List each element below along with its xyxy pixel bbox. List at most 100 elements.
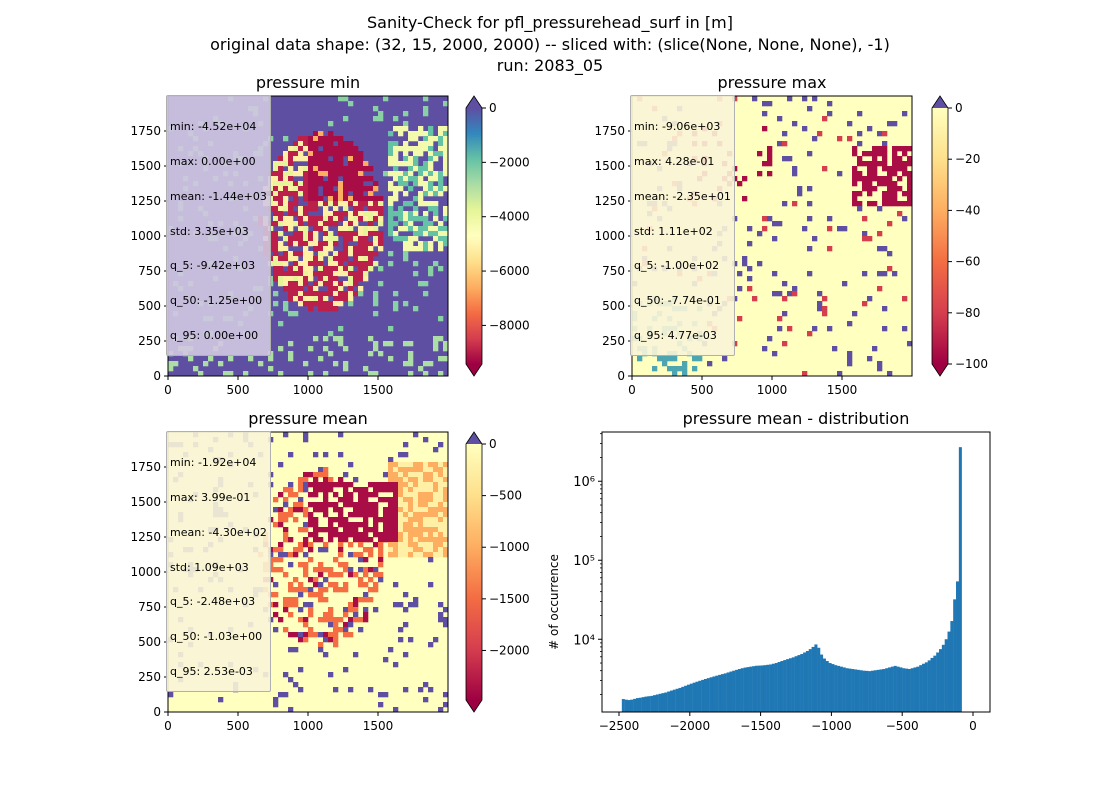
heatmap-cell — [443, 146, 449, 152]
histogram-bar — [638, 697, 642, 712]
heatmap-cell — [672, 366, 678, 372]
heatmap-cell — [348, 572, 354, 578]
heatmap-cell — [428, 482, 434, 488]
heatmap-cell — [872, 346, 878, 352]
heatmap-cell — [782, 311, 788, 317]
heatmap-cell — [318, 256, 324, 262]
heatmap-cell — [857, 141, 863, 147]
heatmap-cell — [303, 166, 309, 172]
heatmap-cell — [358, 617, 364, 623]
heatmap-cell — [348, 301, 354, 307]
heatmap-cell — [348, 632, 354, 638]
heatmap-cell — [398, 181, 404, 187]
heatmap-cell — [363, 572, 369, 578]
heatmap-cell — [348, 151, 354, 157]
heatmap-cell — [747, 266, 753, 272]
heatmap-cell — [413, 597, 419, 603]
heatmap-cell — [398, 472, 404, 478]
heatmap-cell — [308, 517, 314, 523]
heatmap-cell — [363, 201, 369, 207]
heatmap-cell — [438, 602, 444, 608]
colorbar-outline — [465, 95, 483, 377]
heatmap-cell — [408, 166, 414, 172]
heatmap-cell — [313, 156, 319, 162]
heatmap-cell — [313, 131, 319, 137]
heatmap-cell — [363, 261, 369, 267]
heatmap-cell — [408, 497, 414, 503]
heatmap-cell — [348, 266, 354, 272]
histogram-bar — [890, 666, 894, 712]
heatmap-cell — [353, 552, 359, 558]
heatmap-cell — [323, 371, 329, 377]
heatmap-cell — [343, 266, 349, 272]
heatmap-cell — [882, 161, 888, 167]
heatmap-cell — [313, 271, 319, 277]
heatmap-cell — [782, 201, 788, 207]
heatmap-cell — [428, 151, 434, 157]
heatmap-cell — [308, 276, 314, 282]
heatmap-cell — [378, 201, 384, 207]
heatmap-cell — [892, 161, 898, 167]
heatmap-cell — [907, 146, 913, 152]
heatmap-cell — [353, 256, 359, 262]
heatmap-cell — [333, 492, 339, 498]
heatmap-cell — [333, 532, 339, 538]
heatmap-cell — [283, 251, 289, 257]
heatmap-cell — [408, 131, 414, 137]
heatmap-cell — [423, 136, 429, 142]
histogram-bar — [686, 684, 690, 712]
heatmap-cell — [298, 497, 304, 503]
heatmap-cell — [428, 266, 434, 272]
heatmap-cell — [413, 537, 419, 543]
heatmap-cell — [353, 211, 359, 217]
heatmap-cell — [338, 256, 344, 262]
heatmap-cell — [383, 341, 389, 347]
y-tick-label: 750 — [602, 264, 625, 278]
heatmap-cell — [208, 356, 214, 362]
heatmap-cell — [767, 146, 773, 152]
heatmap-cell — [313, 191, 319, 197]
heatmap-cell — [318, 176, 324, 182]
heatmap-cell — [298, 181, 304, 187]
heatmap-cell — [348, 462, 354, 468]
heatmap-cell — [343, 176, 349, 182]
heatmap-cell — [298, 191, 304, 197]
heatmap-cell — [782, 281, 788, 287]
heatmap-cell — [278, 492, 284, 498]
heatmap-cell — [343, 241, 349, 247]
heatmap-cell — [298, 166, 304, 172]
heatmap-cell — [752, 296, 758, 302]
heatmap-cell — [333, 587, 339, 593]
heatmap-cell — [902, 171, 908, 177]
heatmap-cell — [288, 647, 294, 653]
heatmap-cell — [433, 261, 439, 267]
heatmap-cell — [792, 291, 798, 297]
heatmap-cell — [303, 562, 309, 568]
y-tick-label: 750 — [138, 264, 161, 278]
heatmap-cell — [313, 567, 319, 573]
heatmap-cell — [313, 181, 319, 187]
heatmap-cell — [278, 241, 284, 247]
heatmap-cell — [443, 186, 449, 192]
heatmap-cell — [393, 231, 399, 237]
heatmap-cell — [403, 492, 409, 498]
y-tick-label: 500 — [138, 299, 161, 313]
heatmap-cell — [333, 281, 339, 287]
heatmap-cell — [303, 637, 309, 643]
heatmap-cell — [872, 166, 878, 172]
heatmap-cell — [293, 552, 299, 558]
heatmap-cell — [418, 126, 424, 132]
heatmap-cell — [343, 587, 349, 593]
heatmap-cell — [418, 527, 424, 533]
heatmap-cell — [433, 537, 439, 543]
heatmap-cell — [323, 201, 329, 207]
heatmap-cell — [418, 537, 424, 543]
histogram-bar — [621, 699, 625, 712]
y-tick-label: 10⁶ — [573, 475, 595, 490]
histogram-bar — [842, 667, 846, 712]
heatmap-cell — [398, 161, 404, 167]
heatmap-cell — [308, 627, 314, 633]
heatmap-cell — [363, 517, 369, 523]
heatmap-cell — [892, 181, 898, 187]
heatmap-cell — [328, 291, 334, 297]
